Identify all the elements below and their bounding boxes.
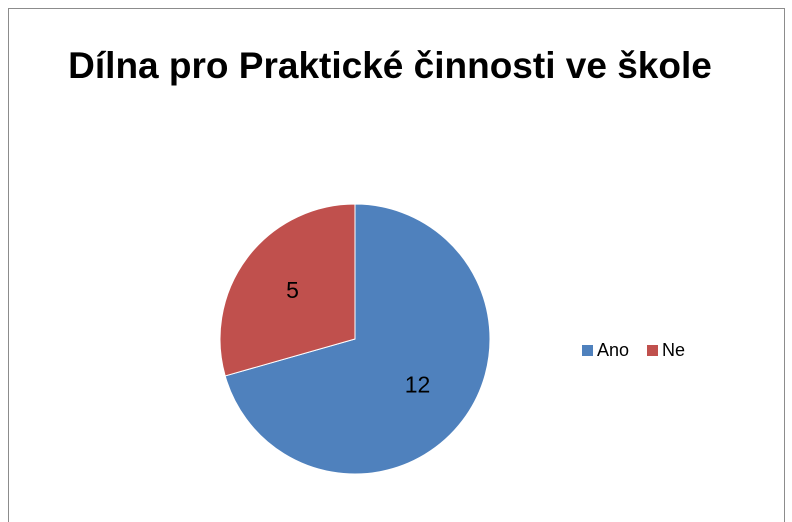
chart-title: Dílna pro Praktické činnosti ve škole: [68, 45, 712, 86]
legend-swatch-ne: [647, 345, 659, 356]
pie-slice-ano: [224, 203, 491, 475]
pie-slice-ne: [219, 203, 356, 377]
chart-legend: Ano Ne: [582, 340, 685, 361]
data-label-ne: 5: [286, 277, 299, 303]
legend-item-ano: Ano: [582, 340, 629, 361]
legend-label-ne: Ne: [662, 340, 686, 360]
data-label-ano: 12: [405, 371, 431, 397]
legend-swatch-ano: [582, 345, 593, 356]
legend-item-ne: Ne: [647, 340, 685, 361]
legend-label-ano: Ano: [597, 340, 630, 360]
